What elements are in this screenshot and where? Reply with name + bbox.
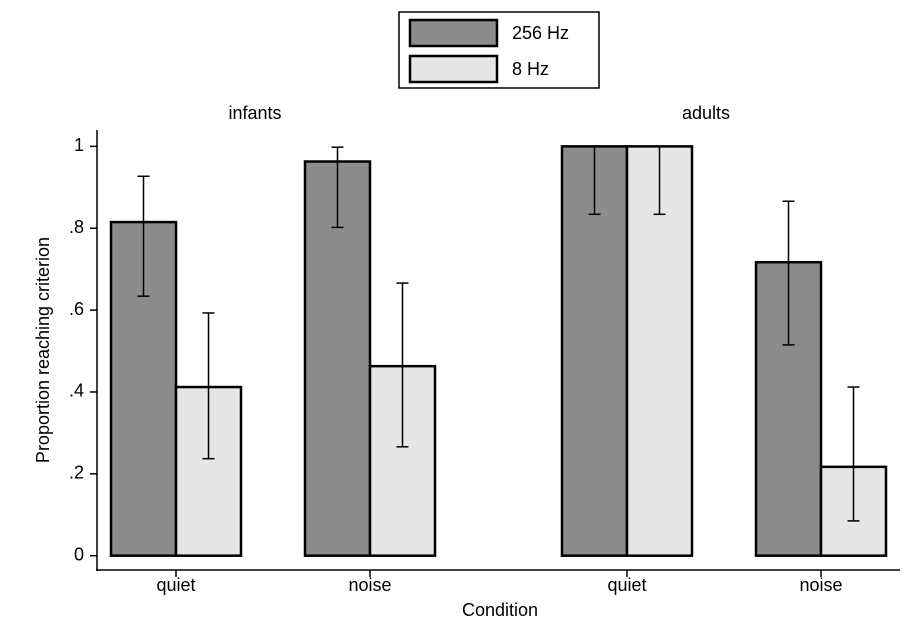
y-tick-label: .6 (69, 299, 84, 319)
panel-title: infants (228, 103, 281, 123)
panel-title: adults (682, 103, 730, 123)
y-tick-label: .2 (69, 463, 84, 483)
x-tick-label: noise (799, 575, 842, 595)
y-tick-label: 0 (74, 544, 84, 564)
legend-label: 256 Hz (512, 23, 569, 43)
y-tick-label: .4 (69, 381, 84, 401)
x-tick-label: quiet (156, 575, 195, 595)
legend-swatch (408, 18, 499, 48)
legend-label: 8 Hz (512, 59, 549, 79)
y-tick-label: 1 (74, 135, 84, 155)
x-tick-label: quiet (607, 575, 646, 595)
y-tick-label: .8 (69, 217, 84, 237)
legend-swatch (408, 54, 499, 84)
x-axis-label: Condition (462, 600, 538, 620)
y-axis-label: Proportion reaching criterion (33, 237, 53, 463)
x-tick-label: noise (348, 575, 391, 595)
